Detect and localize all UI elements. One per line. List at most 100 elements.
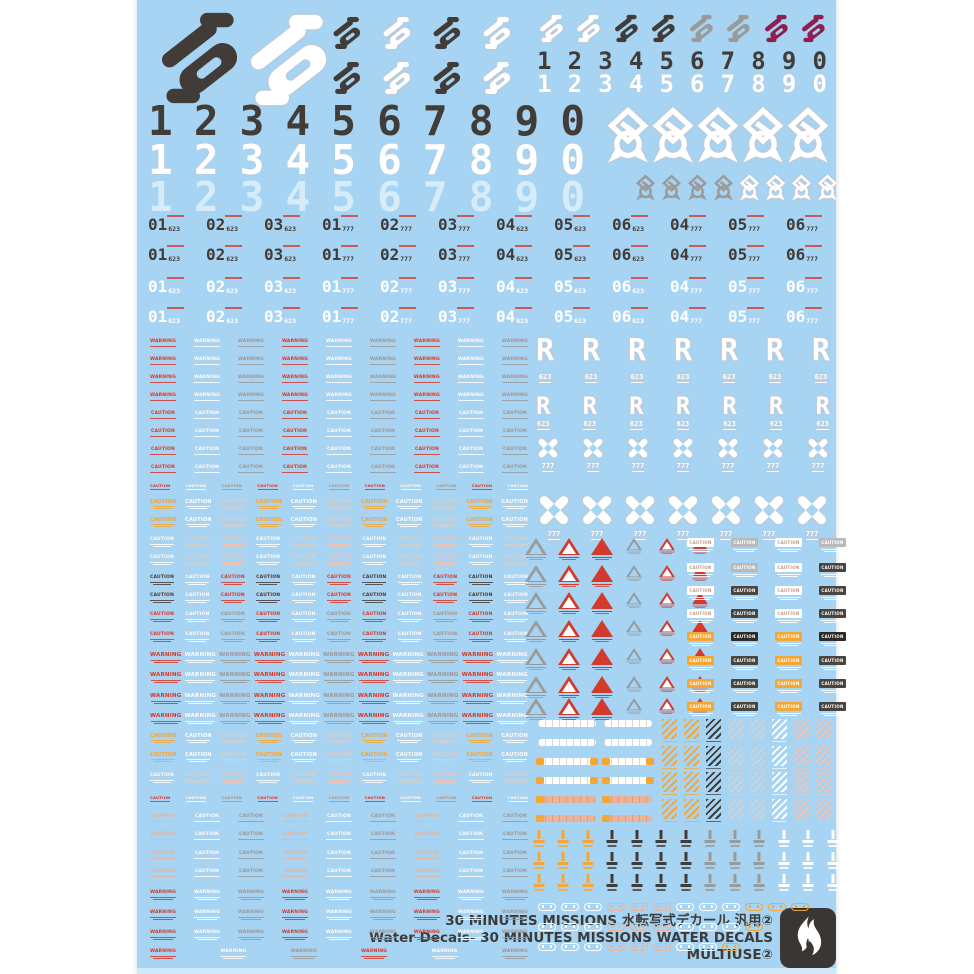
code-decal: 06 777 (786, 215, 832, 233)
decal-subtext-bar (397, 506, 422, 507)
hatch-caption-bar (706, 767, 721, 769)
hatch-caption-bar (706, 820, 721, 822)
hatch-decal (794, 799, 809, 822)
triangle-caption-bar (662, 635, 673, 636)
hatch-decal (772, 772, 787, 795)
decal-text: CAUTION (397, 575, 422, 580)
arrow-stem (635, 852, 638, 861)
caution-box: CAUTION (687, 702, 714, 711)
decal-subtext-bar (153, 781, 172, 783)
x-glyph (665, 492, 701, 528)
caution-decal: CAUTION (150, 796, 171, 802)
decal-text: CAUTION (503, 773, 528, 778)
decal-subtext-bar (326, 722, 351, 724)
decal-text: CAUTION (397, 593, 422, 598)
triangle-warning-decal (557, 648, 580, 670)
arrow-caption-bar (558, 845, 568, 847)
decal-subtext-bar (185, 543, 210, 545)
code-suffix: 777 (458, 255, 471, 263)
r-decal: R 623 (536, 394, 550, 430)
decal-subtext-bar (256, 779, 281, 781)
decal-text: CAUTION (501, 733, 528, 739)
triangle-caption-bar (526, 639, 546, 640)
caution-decal: CAUTION (361, 518, 388, 527)
caution-decal: CAUTION (458, 429, 484, 437)
faction-emblem-icon (650, 106, 696, 164)
code-decal: 03 623 (264, 307, 310, 325)
hatch-caption-bar (728, 820, 743, 822)
x-decal: 777 (751, 492, 787, 540)
decal-text: WARNING (501, 339, 528, 344)
decal-text: CAUTION (185, 752, 212, 758)
warning-decal: WARNING (289, 652, 320, 663)
code-caption-bar (631, 277, 648, 279)
triangle-caption-bar (659, 661, 675, 663)
digit: 2 (193, 173, 219, 221)
decal-text: WARNING (357, 693, 390, 699)
decal-subtext-bar (153, 640, 172, 642)
decal-subtext-bar (471, 640, 490, 642)
code-decal: 05 777 (728, 307, 774, 325)
arrow-decal (777, 830, 790, 847)
decal-subtext-bar (189, 761, 208, 762)
triangle-caption-bar (627, 711, 642, 713)
caution-box-decal: CAUTION (687, 586, 714, 600)
decal-subtext-bar (193, 399, 220, 401)
decal-subtext-bar (471, 545, 490, 547)
decal-subtext-bar (504, 918, 525, 920)
decal-subtext-bar (506, 563, 525, 565)
triangle-icon (626, 648, 643, 661)
r-glyph: R (768, 392, 784, 420)
decal-subtext-bar (436, 545, 455, 547)
arrow-decal (728, 852, 741, 869)
decal-text: WARNING (369, 357, 396, 362)
arrow-decal (581, 830, 594, 847)
caution-decal: CAUTION (185, 537, 210, 547)
decal-text: WARNING (193, 890, 220, 895)
decal-subtext-bar (506, 583, 525, 585)
left-grid-row: WARNING WARNING WARNING WARNING WARNING WARNI… (150, 375, 528, 383)
decal-subtext-bar (465, 702, 490, 704)
decal-subtext-bar (220, 955, 247, 957)
digit: 2 (567, 70, 583, 98)
arrow-decal (777, 852, 790, 869)
caution-decal: CAUTION (433, 632, 458, 642)
hazard-mark-icon (574, 14, 603, 43)
decal-subtext-bar (257, 488, 278, 490)
decal-subtext-bar (471, 601, 490, 603)
code-caption-bar (805, 215, 822, 217)
decal-subtext-bar (503, 638, 528, 640)
left-grid-row: CAUTION CAUTION CAUTION CAUTION CAUTION CAUTI… (150, 773, 528, 783)
hatch-caption-bar (684, 740, 699, 742)
caution-decal: CAUTION (361, 753, 388, 762)
decal-text: CAUTION (502, 465, 528, 470)
arrow-stem (806, 852, 810, 861)
decal-text: CAUTION (325, 517, 353, 523)
decal-text: WARNING (220, 949, 247, 954)
code-caption-bar (225, 277, 242, 279)
decal-subtext-bar (293, 488, 314, 490)
decal-text: CAUTION (436, 795, 457, 800)
caution-box-subtext-bar (776, 548, 801, 550)
code-number: 01 (322, 307, 342, 326)
code-decal: 01 777 (322, 245, 368, 263)
decal-subtext-bar (430, 681, 455, 683)
hatch-caption-bar (794, 793, 809, 795)
decal-subtext-bar (220, 700, 251, 702)
decal-text: CAUTION (220, 752, 247, 758)
decal-subtext-bar (369, 363, 396, 365)
decal-text: CAUTION (221, 795, 242, 800)
triangle-caption-bar (526, 584, 546, 585)
decal-subtext-bar (326, 543, 351, 545)
decal-subtext-bar (502, 820, 528, 822)
triangle-caption-bar (629, 691, 640, 692)
caution-decal: CAUTION (326, 518, 353, 527)
code-caption-bar (167, 245, 184, 247)
decal-subtext-bar (150, 916, 176, 918)
triangle-warning-decal (659, 592, 676, 608)
hatch-square (816, 799, 831, 819)
r-glyph: R (719, 333, 738, 368)
decal-text: CAUTION (328, 483, 350, 488)
arrow-decal (777, 874, 790, 891)
caution-box-subtext-bar (823, 669, 842, 670)
